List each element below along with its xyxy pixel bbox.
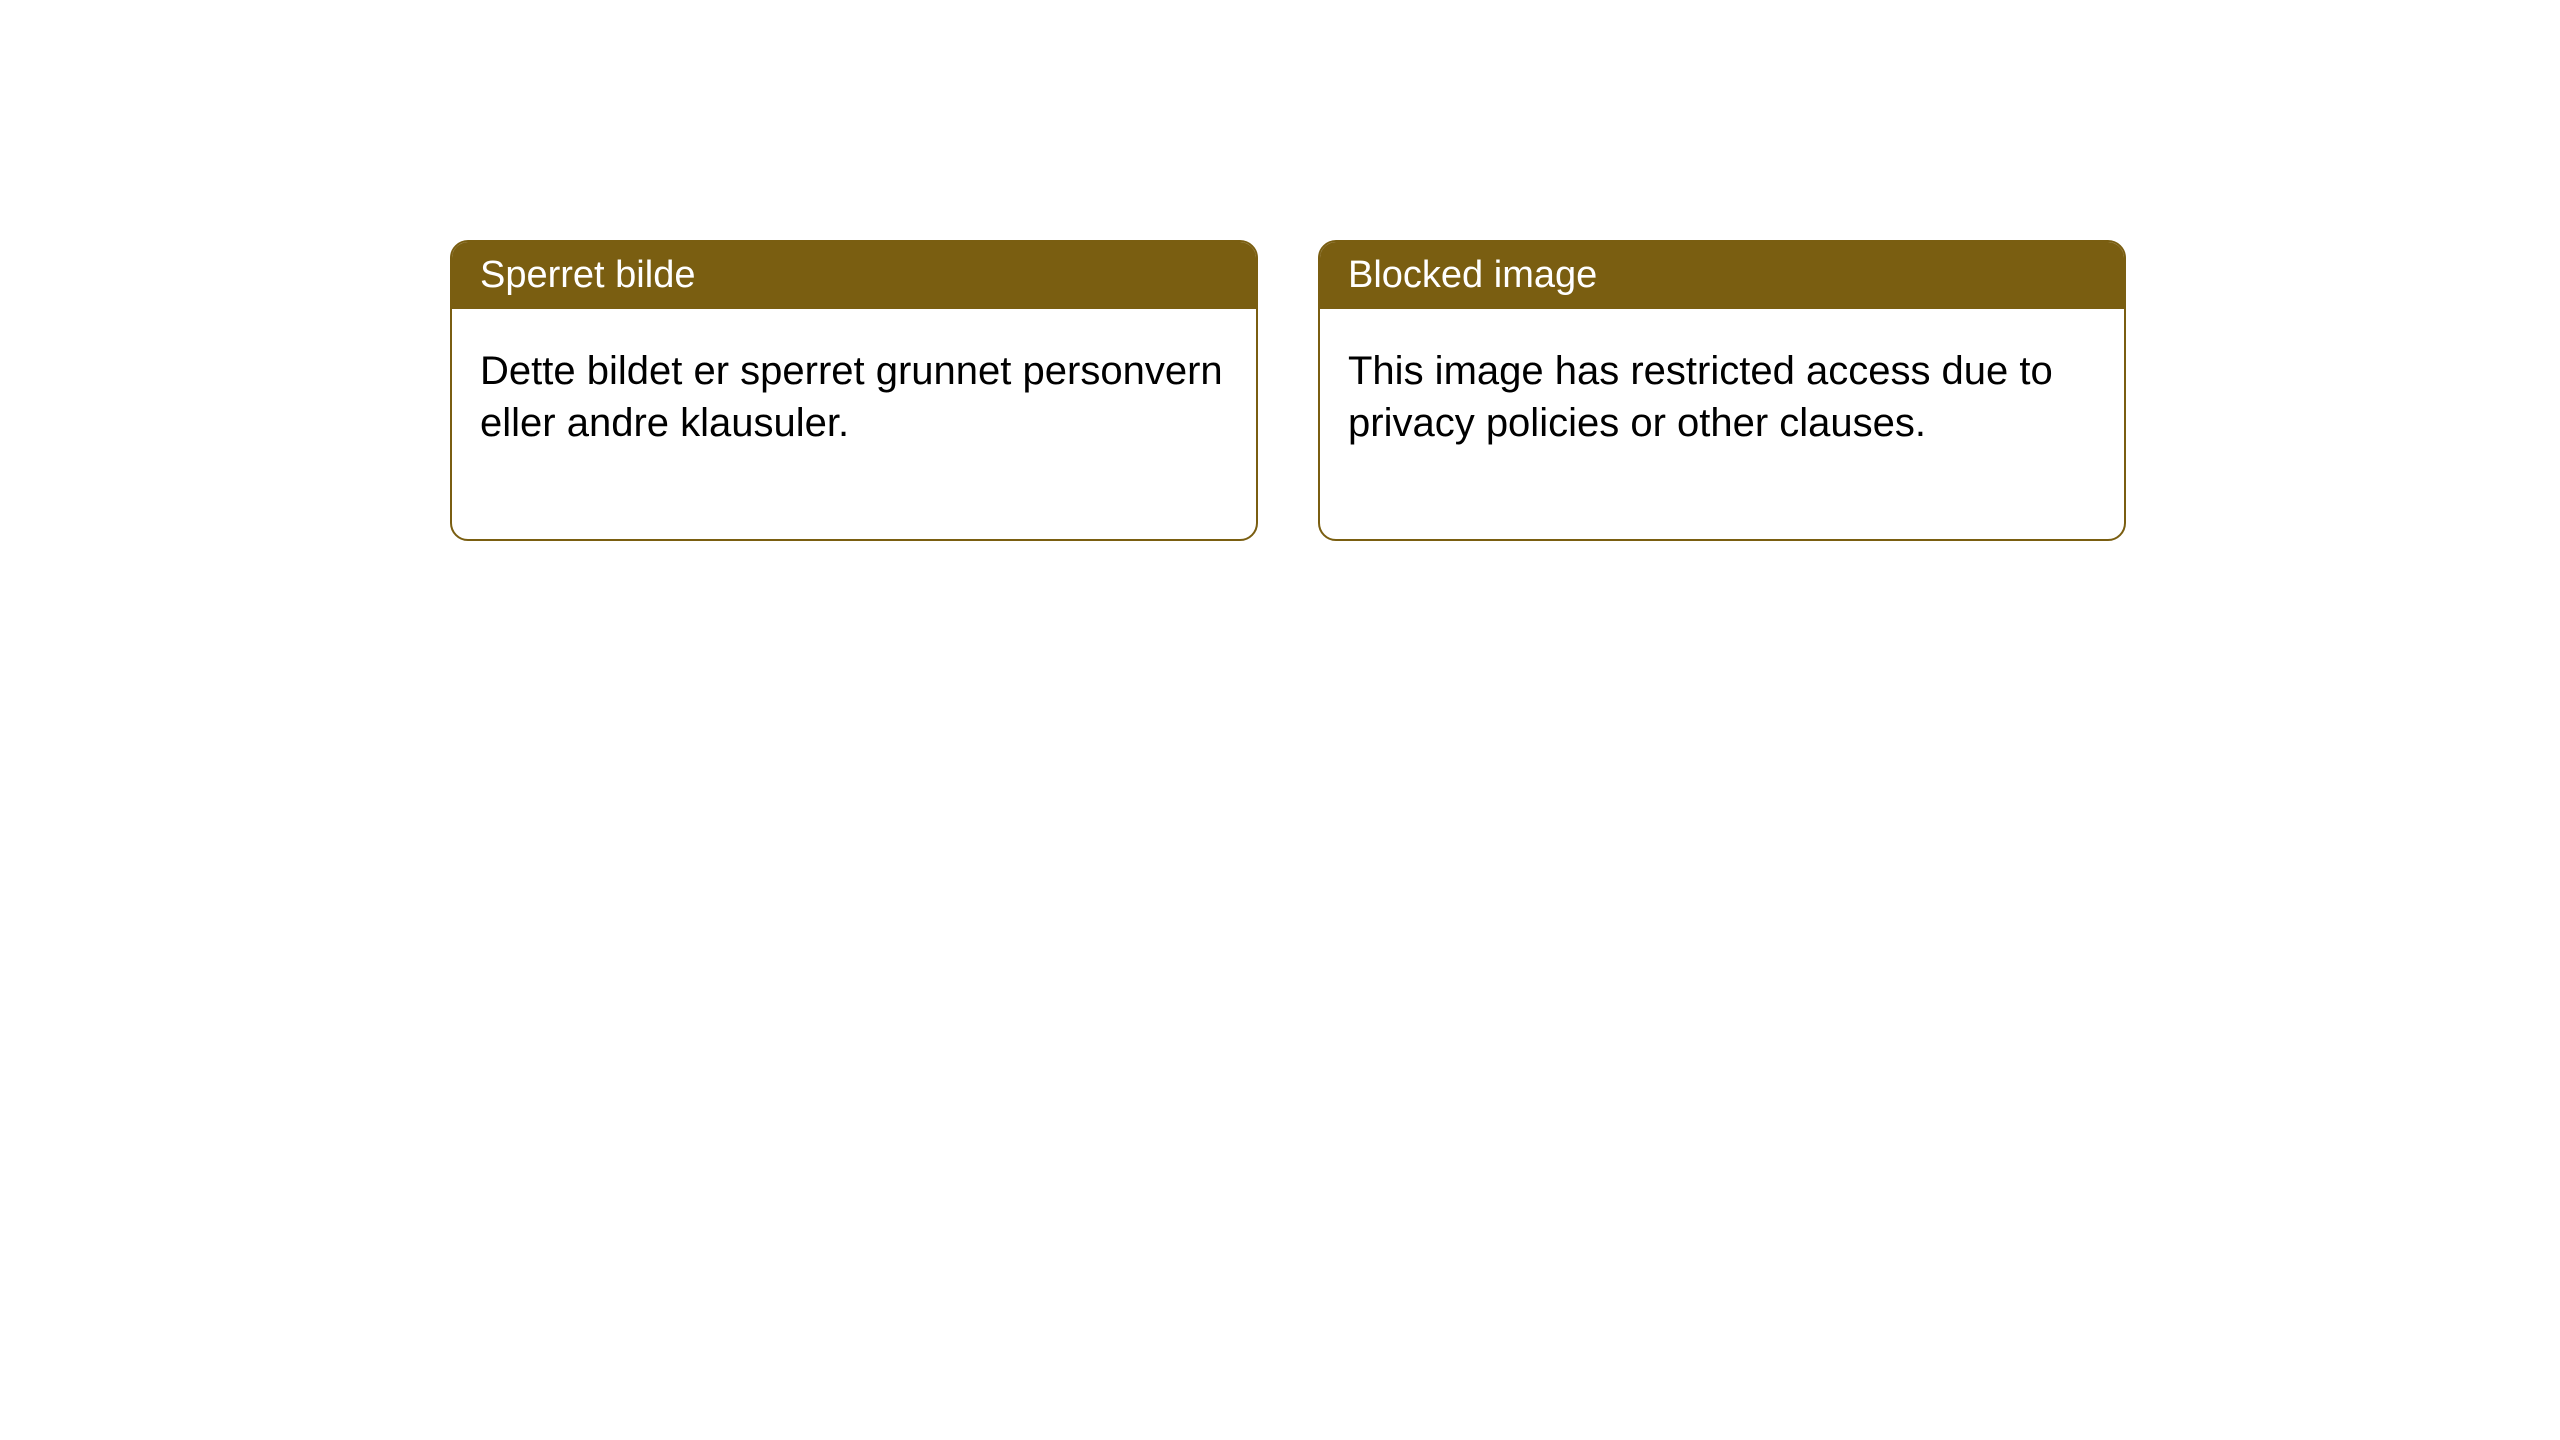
blocked-image-card-english: Blocked image This image has restricted …	[1318, 240, 2126, 541]
card-body: Dette bildet er sperret grunnet personve…	[452, 309, 1256, 539]
card-body: This image has restricted access due to …	[1320, 309, 2124, 539]
card-title: Blocked image	[1348, 254, 1597, 296]
card-title: Sperret bilde	[480, 254, 695, 296]
card-header: Blocked image	[1320, 242, 2124, 309]
card-header: Sperret bilde	[452, 242, 1256, 309]
card-body-text: Dette bildet er sperret grunnet personve…	[480, 349, 1223, 445]
card-container: Sperret bilde Dette bildet er sperret gr…	[0, 0, 2560, 541]
blocked-image-card-norwegian: Sperret bilde Dette bildet er sperret gr…	[450, 240, 1258, 541]
card-body-text: This image has restricted access due to …	[1348, 349, 2053, 445]
